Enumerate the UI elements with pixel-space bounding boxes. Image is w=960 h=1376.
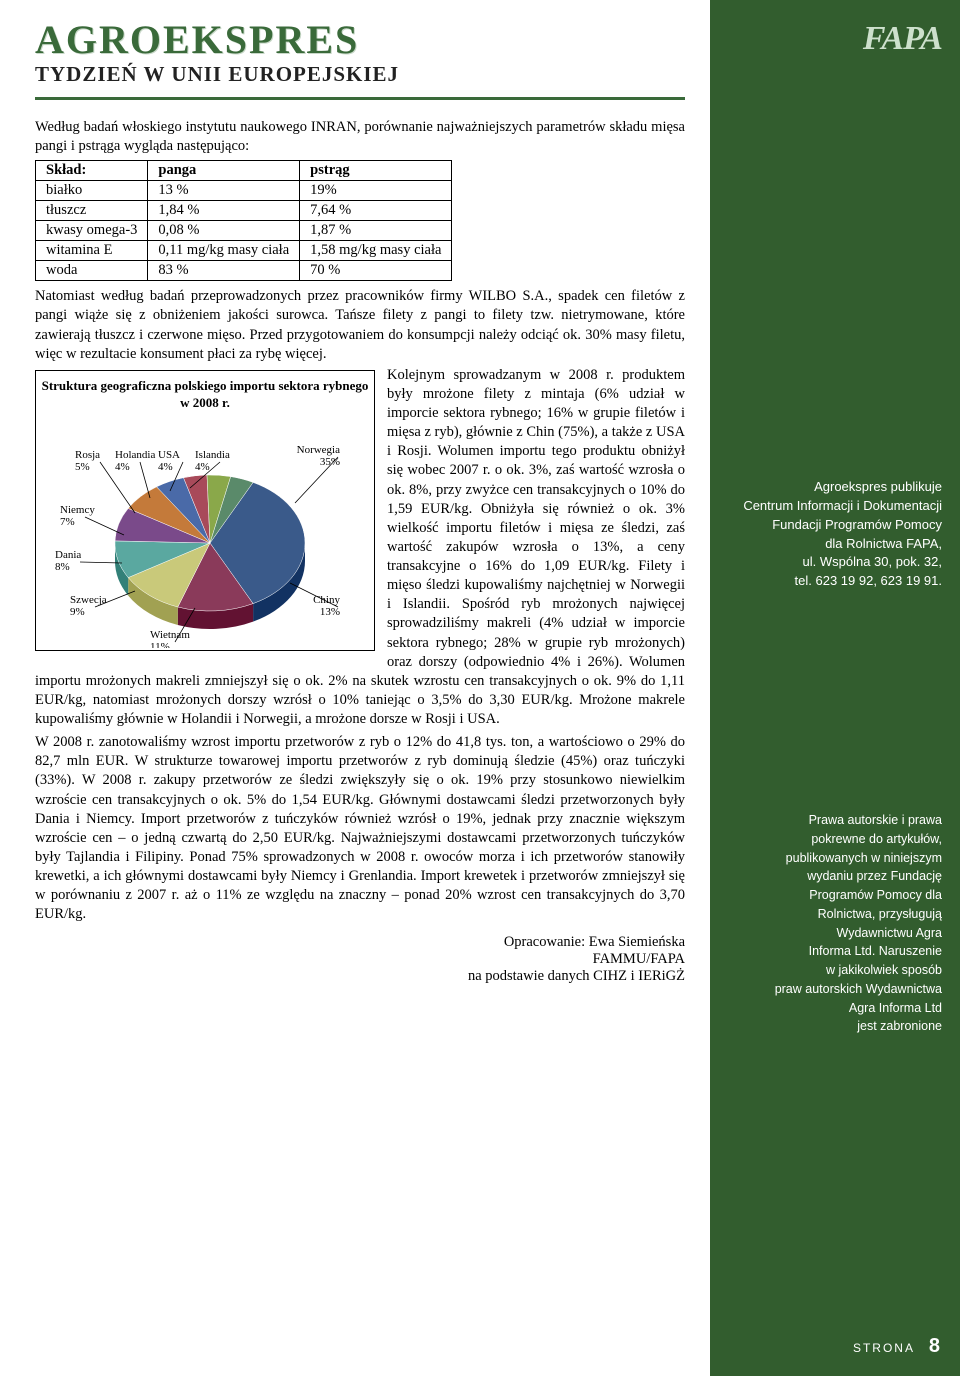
svg-text:Norwegia: Norwegia (297, 444, 340, 456)
chart-title: Struktura geograficzna polskiego importu… (40, 377, 370, 411)
table-row: tłuszcz1,84 %7,64 % (36, 201, 452, 221)
pie-chart: Norwegia35% Chiny13% Wietnam11% Szwecja9% Da… (40, 413, 370, 648)
attribution-block: Opracowanie: Ewa Siemieńska FAMMU/FAPA n… (35, 934, 685, 985)
table-row: woda83 %70 % (36, 261, 452, 281)
svg-text:4%: 4% (158, 461, 173, 473)
sidebar-copyright-box: Prawa autorskie i prawapokrewne do artyk… (728, 811, 942, 1036)
svg-text:5%: 5% (75, 461, 90, 473)
pie-chart-container: Struktura geograficzna polskiego importu… (35, 370, 375, 651)
intro-paragraph: Według badań włoskiego instytutu naukowe… (35, 118, 685, 156)
svg-text:Chiny: Chiny (313, 594, 340, 606)
attribution-author: Opracowanie: Ewa Siemieńska (35, 934, 685, 951)
svg-text:Rosja: Rosja (75, 449, 100, 461)
svg-text:4%: 4% (115, 461, 130, 473)
svg-text:Szwecja: Szwecja (70, 594, 107, 606)
svg-text:11%: 11% (150, 641, 170, 648)
table-row: kwasy omega-30,08 %1,87 % (36, 221, 452, 241)
svg-text:Islandia: Islandia (195, 449, 230, 461)
svg-text:Dania: Dania (55, 549, 81, 561)
composition-table: Skład: panga pstrąg białko13 %19% tłuszc… (35, 160, 452, 281)
paragraph-3: W 2008 r. zanotowaliśmy wzrost importu p… (35, 733, 685, 924)
paragraph-1: Natomiast według badań przeprowadzonych … (35, 287, 685, 364)
svg-text:35%: 35% (320, 456, 340, 468)
svg-text:9%: 9% (70, 606, 85, 618)
main-text-block: Struktura geograficzna polskiego importu… (35, 366, 685, 729)
page-num-value: 8 (929, 1335, 940, 1357)
svg-text:8%: 8% (55, 561, 70, 573)
page-number: STRONA 8 (853, 1335, 940, 1358)
attribution-source: na podstawie danych CIHZ i IERiGŻ (35, 968, 685, 985)
attribution-org: FAMMU/FAPA (35, 951, 685, 968)
page-label: STRONA (853, 1341, 915, 1355)
table-row: białko13 %19% (36, 181, 452, 201)
svg-text:Wietnam: Wietnam (150, 629, 190, 641)
svg-text:4%: 4% (195, 461, 210, 473)
table-header: panga (148, 161, 300, 181)
table-row: witamina E0,11 mg/kg masy ciała1,58 mg/k… (36, 241, 452, 261)
table-header: Skład: (36, 161, 148, 181)
logo-subtitle: TYDZIEŃ W UNII EUROPEJSKIEJ (35, 62, 685, 87)
svg-text:Niemcy: Niemcy (60, 504, 95, 516)
table-header: pstrąg (300, 161, 452, 181)
sidebar-logo: FAPA (728, 20, 942, 58)
svg-text:Holandia: Holandia (115, 449, 155, 461)
sidebar: FAPA Agroekspres publikujeCentrum Inform… (710, 0, 960, 1376)
table-header-row: Skład: panga pstrąg (36, 161, 452, 181)
sidebar-logo-text: FAPA (863, 20, 942, 57)
sidebar-info-box: Agroekspres publikujeCentrum Informacji … (728, 478, 942, 591)
publication-logo: AGROEKSPRES TYDZIEŃ W UNII EUROPEJSKIEJ (35, 20, 685, 87)
logo-title: AGROEKSPRES (35, 20, 685, 60)
header-rule (35, 97, 685, 100)
svg-text:7%: 7% (60, 516, 75, 528)
svg-text:13%: 13% (320, 606, 340, 618)
svg-text:USA: USA (158, 449, 180, 461)
